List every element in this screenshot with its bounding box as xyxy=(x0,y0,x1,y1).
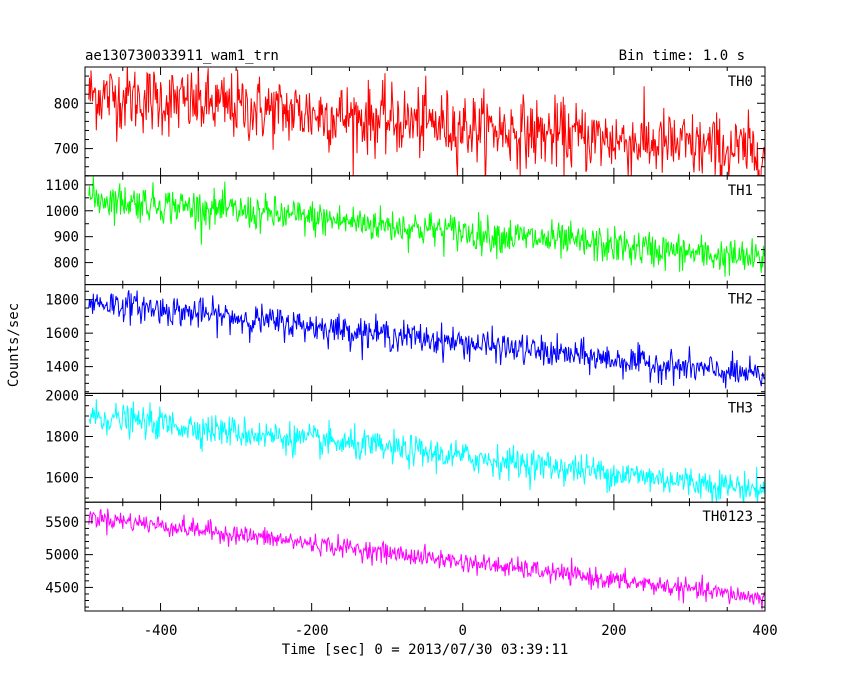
y-axis-label: Counts/sec xyxy=(6,303,22,387)
panels-group: 700 800 TH0 800 900 1000 1100 TH1 1400 1600 1800 TH… xyxy=(45,66,778,639)
x-tick-label: 0 xyxy=(459,623,467,639)
panel-label-th0123: TH0123 xyxy=(702,509,753,525)
y-tick-label: 1000 xyxy=(45,204,79,220)
y-tick-label: 800 xyxy=(54,256,79,272)
panel-label-th0: TH0 xyxy=(728,74,753,90)
x-tick-label: 200 xyxy=(601,623,626,639)
panel-frame xyxy=(84,392,766,503)
y-tick-label: 800 xyxy=(54,96,79,112)
x-axis-label: Time [sec] 0 = 2013/07/30 03:39:11 xyxy=(282,642,569,658)
panel-frame xyxy=(84,175,766,286)
panel-label-th1: TH1 xyxy=(728,183,753,199)
series-line-th0123 xyxy=(88,508,765,610)
y-tick-label: 700 xyxy=(54,142,79,158)
y-tick-label: 900 xyxy=(54,230,79,246)
y-tick-label: 4500 xyxy=(45,580,79,596)
y-tick-label: 1600 xyxy=(45,326,79,342)
y-tick-label: 1800 xyxy=(45,293,79,309)
y-tick-label: 1100 xyxy=(45,178,79,194)
series-line-th3 xyxy=(88,399,765,503)
y-tick-label: 1600 xyxy=(45,471,79,487)
y-tick-label: 2000 xyxy=(45,388,79,404)
x-tick-label: 400 xyxy=(752,623,777,639)
y-tick-label: 1400 xyxy=(45,360,79,376)
y-tick-label: 5000 xyxy=(45,548,79,564)
panel-label-th2: TH2 xyxy=(728,292,753,308)
series-line-th2 xyxy=(88,290,765,389)
chart-header-left: ae130730033911_wam1_trn xyxy=(85,48,279,64)
x-tick-label: -200 xyxy=(295,623,329,639)
panel-frame xyxy=(84,501,766,612)
series-line-th1 xyxy=(88,176,765,277)
chart-header-right: Bin time: 1.0 s xyxy=(619,48,745,64)
x-tick-label: -400 xyxy=(144,623,178,639)
y-tick-label: 5500 xyxy=(45,515,79,531)
panel-label-th3: TH3 xyxy=(728,400,753,416)
series-line-th0 xyxy=(88,67,765,176)
y-tick-label: 1800 xyxy=(45,430,79,446)
